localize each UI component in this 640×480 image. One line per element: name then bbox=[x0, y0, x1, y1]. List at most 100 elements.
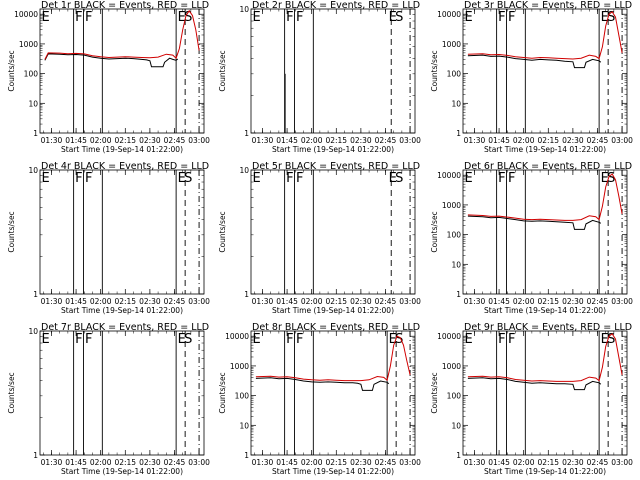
x-tick-label: 02:45 bbox=[375, 136, 397, 145]
x-axis-label: Start Time (19-Sep-14 01:22:00) bbox=[61, 145, 183, 154]
segment-label: S bbox=[184, 332, 192, 347]
y-axis-label: Counts/sec bbox=[7, 372, 16, 413]
x-tick-label: 03:00 bbox=[188, 297, 210, 306]
segment-label: F bbox=[296, 171, 303, 186]
y-tick-label: 1000 bbox=[442, 201, 461, 210]
x-tick-label: 03:00 bbox=[188, 136, 210, 145]
x-tick-label: 03:00 bbox=[399, 458, 421, 467]
x-tick-label: 01:45 bbox=[276, 458, 298, 467]
segment-label: F bbox=[508, 10, 515, 25]
segment-label: F bbox=[85, 171, 92, 186]
segment-label: E bbox=[178, 10, 186, 25]
segment-label: E bbox=[465, 10, 473, 25]
series-line-lld bbox=[467, 173, 623, 221]
x-tick-label: 02:45 bbox=[587, 297, 609, 306]
y-tick-label: 1 bbox=[33, 290, 38, 299]
y-tick-label: 100 bbox=[447, 231, 462, 240]
x-tick-label: 02:15 bbox=[537, 297, 559, 306]
segment-label: S bbox=[395, 332, 403, 347]
y-tick-label: 10000 bbox=[437, 10, 461, 19]
x-tick-label: 02:00 bbox=[90, 458, 112, 467]
x-tick-label: 02:30 bbox=[139, 297, 161, 306]
panel-det8: Det 8r BLACK = Events, RED = LLD 1 10 100 10… bbox=[218, 322, 421, 476]
y-axis-label: Counts/sec bbox=[7, 50, 16, 91]
y-tick-label: 10000 bbox=[225, 332, 249, 341]
y-tick-label: 10 bbox=[451, 99, 461, 108]
segment-label: F bbox=[296, 332, 303, 347]
x-axis-label: Start Time (19-Sep-14 01:22:00) bbox=[272, 145, 394, 154]
x-tick-label: 02:15 bbox=[325, 136, 347, 145]
x-tick-label: 02:45 bbox=[164, 297, 186, 306]
x-tick-label: 01:30 bbox=[252, 136, 274, 145]
y-tick-label: 1 bbox=[244, 129, 249, 138]
x-tick-label: 02:30 bbox=[350, 297, 372, 306]
y-tick-label: 10 bbox=[239, 421, 249, 430]
x-tick-label: 02:45 bbox=[164, 136, 186, 145]
x-tick-label: 02:30 bbox=[139, 458, 161, 467]
segment-label: F bbox=[286, 10, 293, 25]
plot-frame bbox=[39, 8, 205, 134]
y-tick-label: 100 bbox=[235, 392, 250, 401]
y-tick-label: 1 bbox=[33, 129, 38, 138]
panel-det5: Det 5r BLACK = Events, RED = LLD 1 10 Count… bbox=[218, 161, 421, 315]
x-tick-label: 03:00 bbox=[188, 458, 210, 467]
y-tick-label: 1 bbox=[456, 129, 461, 138]
plot-frame bbox=[462, 8, 628, 134]
y-tick-label: 10000 bbox=[437, 332, 461, 341]
y-tick-label: 1 bbox=[244, 290, 249, 299]
panel-det2: Det 2r BLACK = Events, RED = LLD 1 10 Count… bbox=[218, 0, 421, 154]
x-tick-label: 02:45 bbox=[587, 458, 609, 467]
x-tick-label: 02:15 bbox=[114, 136, 136, 145]
x-tick-label: 01:45 bbox=[276, 136, 298, 145]
segment-label: F bbox=[75, 171, 82, 186]
panel-det4: Det 4r BLACK = Events, RED = LLD 1 10 Count… bbox=[7, 161, 210, 315]
y-axis-label: Counts/sec bbox=[218, 372, 227, 413]
segment-label: F bbox=[75, 10, 82, 25]
y-tick-label: 10 bbox=[451, 421, 461, 430]
panel-det6: Det 6r BLACK = Events, RED = LLD 1 10 100 10… bbox=[430, 161, 633, 315]
y-axis-label: Counts/sec bbox=[7, 211, 16, 252]
segment-label: E bbox=[253, 332, 261, 347]
series-line-lld bbox=[467, 333, 623, 382]
panel-title: Det 6r BLACK = Events, RED = LLD bbox=[464, 161, 632, 172]
series-line-events bbox=[467, 54, 602, 69]
plot-frame bbox=[250, 8, 416, 134]
y-tick-label: 10 bbox=[239, 5, 249, 14]
x-tick-label: 02:00 bbox=[513, 136, 535, 145]
segment-label: E bbox=[42, 171, 50, 186]
x-tick-label: 02:15 bbox=[325, 297, 347, 306]
plot-frame bbox=[250, 330, 416, 456]
series-line-lld bbox=[467, 11, 623, 60]
segment-label: F bbox=[508, 171, 515, 186]
y-tick-label: 1000 bbox=[442, 362, 461, 371]
segment-label: E bbox=[42, 10, 50, 25]
segment-label: S bbox=[607, 171, 615, 186]
series-line-events bbox=[44, 53, 179, 68]
y-tick-label: 10 bbox=[28, 166, 38, 175]
x-tick-label: 02:30 bbox=[350, 136, 372, 145]
x-tick-label: 01:30 bbox=[41, 458, 63, 467]
x-tick-label: 02:30 bbox=[562, 297, 584, 306]
y-tick-label: 1000 bbox=[19, 40, 38, 49]
segment-label: E bbox=[178, 332, 186, 347]
segment-label: E bbox=[42, 332, 50, 347]
x-tick-label: 03:00 bbox=[611, 136, 633, 145]
y-tick-label: 10 bbox=[451, 260, 461, 269]
segment-label: F bbox=[286, 171, 293, 186]
x-tick-label: 02:15 bbox=[114, 458, 136, 467]
segment-label: F bbox=[286, 332, 293, 347]
x-tick-label: 02:15 bbox=[114, 297, 136, 306]
x-tick-label: 02:30 bbox=[350, 458, 372, 467]
x-tick-label: 02:00 bbox=[301, 136, 323, 145]
y-tick-label: 10000 bbox=[437, 171, 461, 180]
x-tick-label: 03:00 bbox=[611, 297, 633, 306]
x-tick-label: 03:00 bbox=[399, 297, 421, 306]
segment-label: S bbox=[395, 10, 403, 25]
x-tick-label: 01:30 bbox=[464, 136, 486, 145]
series-line-lld bbox=[44, 9, 200, 60]
plot-frame bbox=[250, 169, 416, 295]
segment-label: E bbox=[389, 10, 397, 25]
y-tick-label: 100 bbox=[447, 70, 462, 79]
x-tick-label: 01:30 bbox=[464, 458, 486, 467]
x-tick-label: 02:00 bbox=[90, 136, 112, 145]
